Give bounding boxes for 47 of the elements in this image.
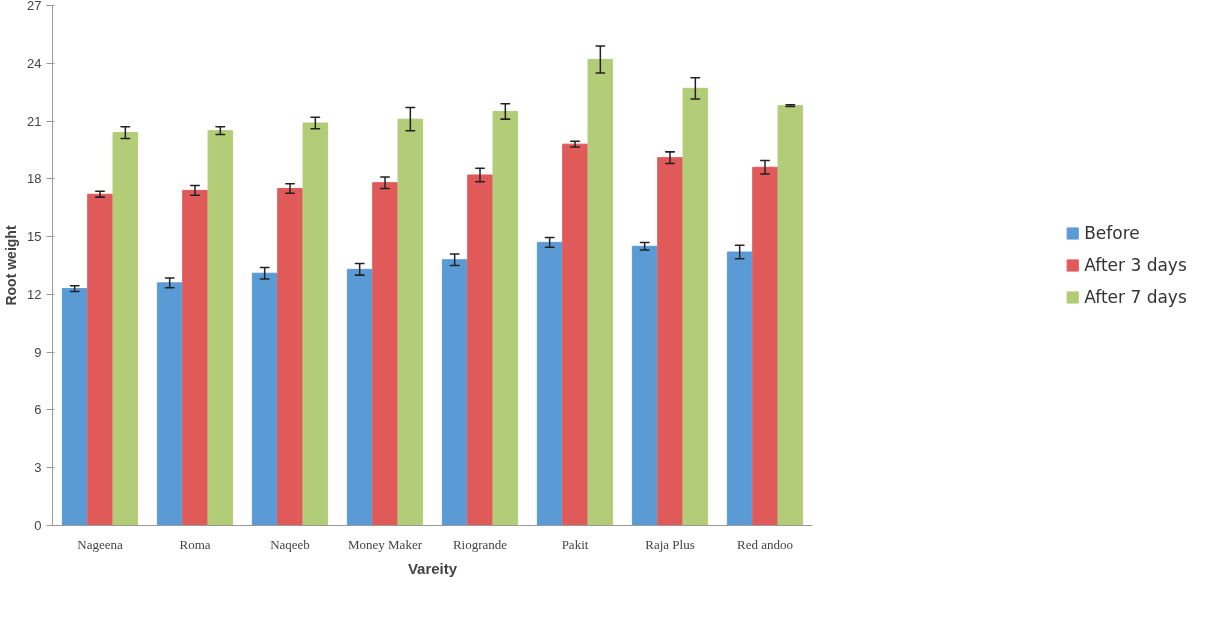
- bar: [87, 193, 113, 526]
- x-tick-label: Raja Plus: [645, 536, 695, 552]
- bar: [562, 143, 588, 526]
- bar: [251, 272, 278, 526]
- bar: [441, 259, 468, 526]
- y-tick-label: 27: [27, 0, 42, 13]
- x-tick-label: Nageena: [77, 536, 123, 552]
- y-tick-label: 3: [34, 460, 42, 476]
- bar: [492, 110, 519, 526]
- bar: [112, 132, 139, 526]
- bar: [61, 288, 88, 526]
- legend-label: After 7 days: [1084, 287, 1187, 307]
- bar: [587, 58, 614, 526]
- x-tick-label: Naqeeb: [270, 536, 310, 552]
- bar: [752, 166, 778, 526]
- y-tick-label: 21: [27, 113, 42, 129]
- bar: [156, 282, 183, 526]
- bar: [467, 174, 493, 526]
- y-tick-label: 18: [27, 171, 42, 187]
- y-tick-label: 6: [34, 402, 42, 418]
- y-axis-title: Root weight: [3, 225, 20, 306]
- bar: [536, 241, 563, 526]
- x-tick-label: Money Maker: [348, 536, 423, 552]
- x-tick-label: Red andoo: [737, 536, 793, 552]
- bar: [682, 87, 709, 526]
- x-tick-label: Riogrande: [452, 536, 508, 552]
- y-tick-label: 12: [27, 286, 42, 302]
- x-tick-label: Pakit: [561, 536, 589, 552]
- bar: [777, 105, 804, 526]
- y-tick-label: 9: [34, 344, 42, 360]
- x-tick-label: Roma: [179, 536, 211, 552]
- bar: [346, 268, 373, 526]
- bar: [657, 157, 683, 526]
- x-axis-title: Vareity: [407, 559, 458, 577]
- legend-label: Before: [1084, 223, 1140, 243]
- bar: [302, 122, 329, 526]
- y-tick-label: 0: [34, 518, 42, 533]
- bar: [631, 245, 658, 526]
- bar: [182, 189, 208, 526]
- bar: [397, 118, 424, 526]
- y-tick-label: 24: [27, 55, 42, 71]
- bar: [277, 187, 303, 526]
- bar: [207, 130, 234, 526]
- legend-label: After 3 days: [1084, 255, 1187, 275]
- bar: [726, 251, 753, 526]
- y-tick-label: 15: [27, 229, 42, 245]
- bar: [372, 182, 398, 526]
